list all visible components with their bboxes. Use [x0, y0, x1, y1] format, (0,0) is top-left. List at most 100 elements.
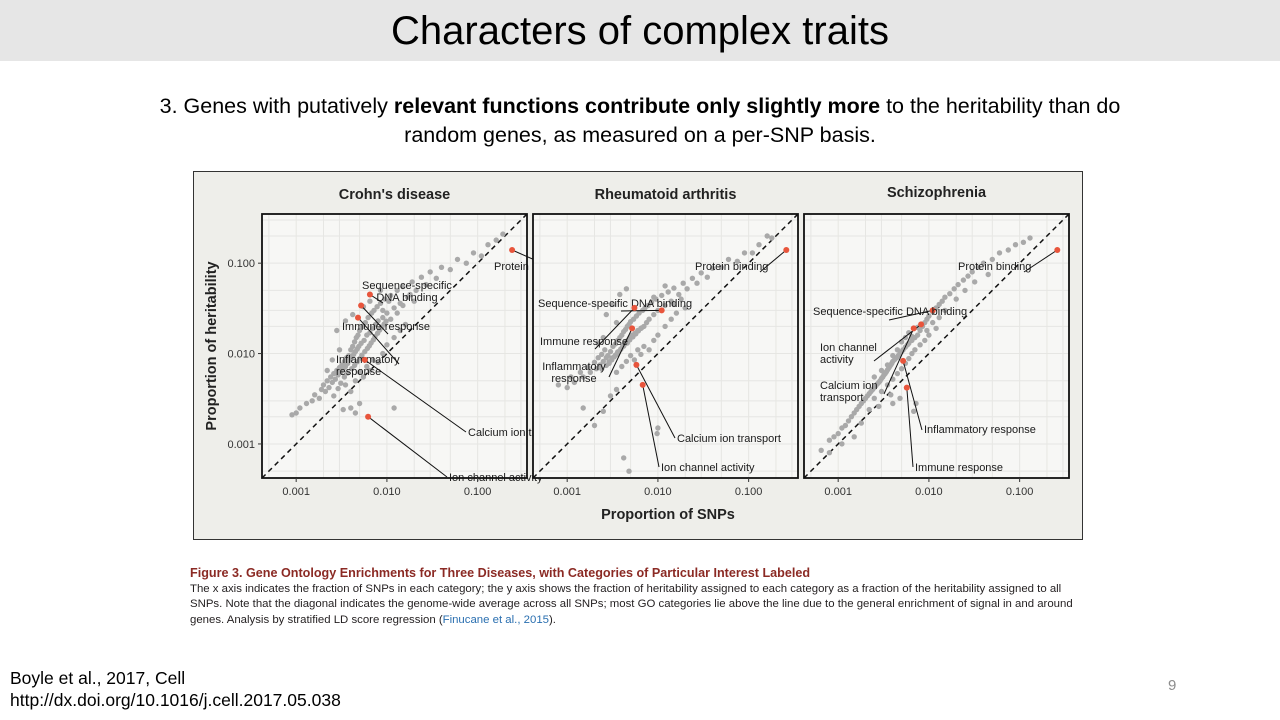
data-point: [587, 369, 593, 375]
data-point: [673, 310, 680, 316]
data-point: [447, 266, 453, 273]
subtitle-text-start: 3. Genes with putatively: [159, 94, 394, 118]
title-bar: [0, 0, 1280, 61]
data-point: [427, 269, 433, 275]
data-point: [605, 352, 611, 359]
highlighted-point: [903, 384, 910, 391]
x-tick-label: 0.100: [1006, 486, 1034, 498]
caption-link[interactable]: Finucane et al., 2015: [442, 613, 549, 626]
data-point: [478, 253, 485, 259]
citation-doi[interactable]: http://dx.doi.org/10.1016/j.cell.2017.05…: [10, 690, 341, 710]
data-point: [350, 343, 356, 350]
data-point: [906, 330, 912, 336]
y-tick-label: 0.100: [227, 258, 255, 270]
data-point: [340, 406, 346, 413]
leader-line: [364, 359, 467, 433]
data-point: [684, 286, 690, 292]
data-point: [890, 352, 896, 359]
data-point: [293, 410, 299, 416]
data-point: [356, 400, 363, 407]
data-point: [627, 352, 634, 359]
data-point: [912, 347, 918, 353]
data-point: [955, 281, 961, 288]
data-point: [646, 347, 652, 353]
data-point: [655, 332, 661, 338]
leader-line: [883, 328, 915, 395]
citation-line-1: Boyle et al., 2017, Cell: [10, 668, 186, 688]
data-point: [352, 378, 359, 384]
data-point: [668, 316, 674, 322]
data-point: [676, 291, 682, 298]
data-point: [593, 366, 600, 372]
data-point: [289, 412, 295, 418]
data-point: [350, 311, 356, 318]
data-point: [942, 307, 948, 314]
point-label: DNA binding: [376, 292, 437, 304]
subtitle-bold-text: relevant functions contribute only sligh…: [393, 94, 881, 118]
data-point: [383, 318, 389, 324]
data-point: [348, 405, 354, 411]
data-point: [470, 250, 477, 256]
leader-line: [608, 328, 633, 378]
leader-line: [367, 416, 448, 478]
data-point: [365, 314, 371, 321]
data-point: [894, 370, 901, 377]
data-point: [613, 386, 620, 393]
figure-caption: Figure 3. Gene Ontology Enrichments for …: [190, 566, 1090, 628]
data-point: [930, 319, 936, 326]
data-point: [619, 363, 625, 370]
point-label: Immune response: [540, 336, 628, 348]
data-point: [764, 233, 770, 239]
data-point: [600, 358, 606, 365]
data-point: [606, 359, 612, 365]
data-point: [600, 408, 606, 414]
data-point: [831, 434, 837, 440]
data-point: [878, 388, 885, 395]
leader-line: [1023, 249, 1058, 273]
data-point: [734, 258, 740, 264]
data-point: [397, 327, 403, 334]
data-point: [1020, 239, 1027, 245]
highlighted-point: [358, 302, 365, 309]
data-point: [577, 369, 584, 375]
data-point: [309, 398, 315, 404]
data-point: [360, 374, 367, 380]
data-point: [1005, 247, 1011, 253]
data-point: [332, 376, 338, 382]
data-point: [818, 447, 824, 453]
data-point: [936, 314, 942, 321]
data-point: [654, 430, 660, 437]
data-point: [571, 379, 578, 386]
data-point: [646, 316, 652, 322]
data-point: [947, 291, 953, 297]
caption-body: The x axis indicates the fraction of SNP…: [190, 583, 1073, 626]
data-point: [585, 364, 591, 371]
data-point: [356, 369, 363, 375]
point-label: Inflammatory response: [924, 424, 1036, 436]
data-point: [331, 393, 337, 399]
data-point: [329, 357, 335, 363]
data-point: [356, 327, 363, 334]
data-point: [610, 301, 616, 308]
data-point: [613, 369, 620, 375]
data-point: [725, 256, 732, 263]
panel-title-1: Rheumatoid arthritis: [595, 187, 737, 203]
data-point: [359, 352, 365, 358]
data-point: [638, 351, 644, 358]
data-point: [367, 298, 373, 304]
data-point: [409, 279, 415, 285]
x-tick-label: 0.010: [915, 486, 943, 498]
data-point: [603, 311, 609, 318]
data-point: [402, 321, 409, 328]
data-point: [894, 347, 901, 353]
data-point: [591, 422, 598, 429]
data-point: [391, 334, 397, 341]
highlighted-point: [633, 361, 640, 368]
data-point: [351, 339, 358, 345]
data-point: [756, 242, 762, 248]
leader-line: [902, 360, 923, 431]
highlighted-point: [783, 247, 790, 253]
data-point: [951, 286, 957, 292]
